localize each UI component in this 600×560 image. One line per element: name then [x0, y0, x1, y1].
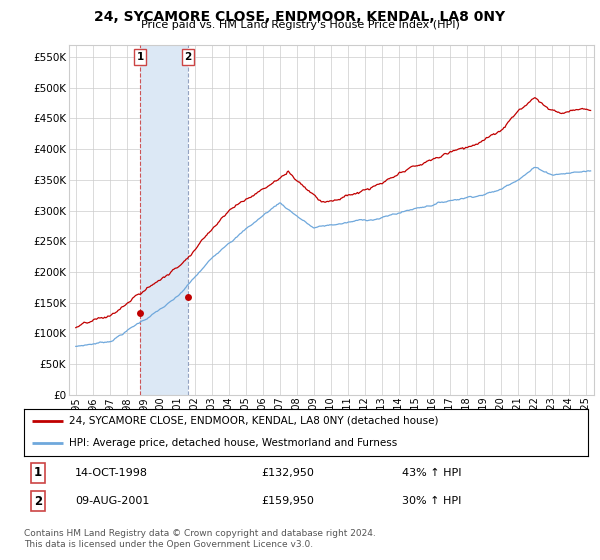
Text: 14-OCT-1998: 14-OCT-1998 — [75, 468, 148, 478]
Text: 43% ↑ HPI: 43% ↑ HPI — [402, 468, 461, 478]
Text: 2: 2 — [184, 52, 192, 62]
Text: £159,950: £159,950 — [261, 496, 314, 506]
Text: 2: 2 — [34, 494, 42, 507]
Text: 1: 1 — [137, 52, 144, 62]
Text: Contains HM Land Registry data © Crown copyright and database right 2024.
This d: Contains HM Land Registry data © Crown c… — [24, 529, 376, 549]
Text: 24, SYCAMORE CLOSE, ENDMOOR, KENDAL, LA8 0NY (detached house): 24, SYCAMORE CLOSE, ENDMOOR, KENDAL, LA8… — [69, 416, 439, 426]
Text: 09-AUG-2001: 09-AUG-2001 — [75, 496, 149, 506]
Text: 30% ↑ HPI: 30% ↑ HPI — [402, 496, 461, 506]
Text: HPI: Average price, detached house, Westmorland and Furness: HPI: Average price, detached house, West… — [69, 438, 397, 448]
Text: 24, SYCAMORE CLOSE, ENDMOOR, KENDAL, LA8 0NY: 24, SYCAMORE CLOSE, ENDMOOR, KENDAL, LA8… — [94, 10, 506, 24]
Text: £132,950: £132,950 — [261, 468, 314, 478]
Bar — [140, 45, 188, 395]
Text: Price paid vs. HM Land Registry's House Price Index (HPI): Price paid vs. HM Land Registry's House … — [140, 20, 460, 30]
Text: 1: 1 — [34, 466, 42, 479]
